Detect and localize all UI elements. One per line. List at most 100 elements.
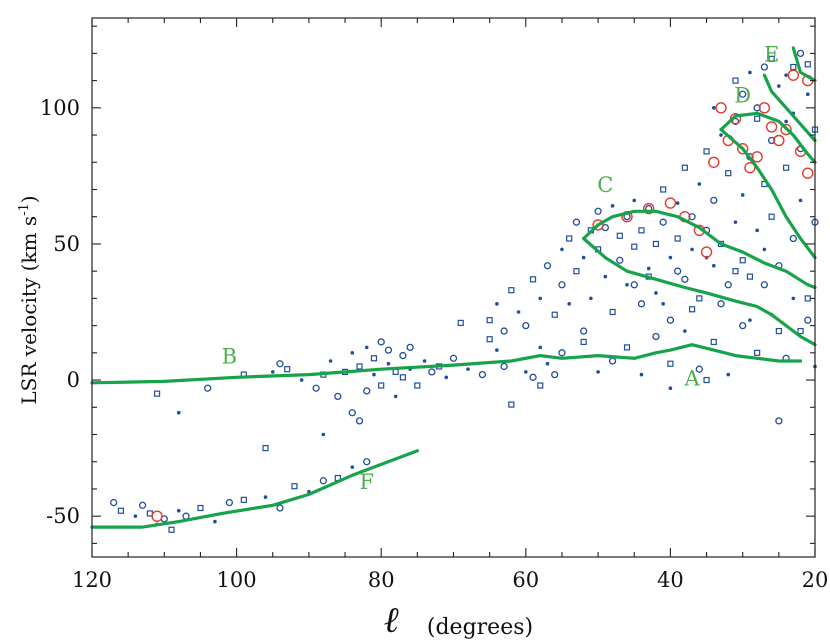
scatter-point-blue (754, 115, 761, 122)
scatter-point-blue (363, 458, 371, 466)
curve-a (632, 343, 803, 363)
scatter-point-red (151, 510, 163, 522)
scatter-point-blue (444, 375, 449, 380)
scatter-point-blue (688, 213, 696, 221)
scatter-point-blue (263, 495, 268, 499)
scatter-point-blue (675, 201, 680, 205)
y-tick-label: -50 (46, 504, 80, 528)
scatter-point-blue (775, 327, 782, 335)
scatter-point-blue (522, 321, 530, 330)
scatter-point-blue (378, 382, 385, 389)
y-axis-title: LSR velocity (km s-1) (17, 195, 41, 404)
scatter-point-blue (321, 432, 326, 437)
scatter-point-blue (422, 359, 427, 363)
scatter-point-blue (748, 318, 752, 322)
scatter-point-blue (270, 370, 275, 374)
scatter-point-blue (213, 519, 217, 524)
scatter-point-blue (138, 501, 147, 509)
curve-f (90, 449, 419, 529)
scatter-point-blue (610, 204, 615, 208)
scatter-point-blue (579, 327, 588, 335)
scatter-point-red (664, 197, 677, 209)
scatter-point-blue (767, 136, 776, 145)
scatter-point-blue (784, 73, 788, 77)
scatter-point-blue (566, 235, 573, 242)
scatter-point-red (758, 102, 771, 114)
curve-b (90, 354, 636, 385)
scatter-point-blue (762, 247, 767, 252)
scatter-point-blue (594, 207, 602, 215)
x-tick-label: 80 (368, 568, 395, 592)
x-tick-label: 40 (657, 568, 684, 592)
scatter-point-blue (197, 504, 204, 512)
scatter-point-blue (428, 368, 436, 376)
scatter-point-blue (558, 281, 566, 289)
scatter-point-blue (355, 417, 364, 425)
curve-e-top (791, 46, 817, 83)
scatter-point-blue (760, 281, 769, 289)
scatter-point-blue (384, 346, 393, 354)
scatter-point-blue (529, 276, 537, 283)
scatter-point-blue (681, 164, 688, 171)
curve-c-lower (582, 236, 817, 347)
scatter-point-blue (495, 348, 499, 352)
scatter-point-blue (625, 282, 629, 287)
scatter-point-blue (356, 363, 363, 370)
scatter-point-red (744, 162, 756, 174)
scatter-point-blue (176, 508, 181, 513)
y-tick-label: 100 (40, 96, 80, 120)
scatter-point-blue (668, 255, 673, 260)
scatter-point-blue (133, 514, 138, 518)
scatter-point-blue (696, 295, 703, 302)
scatter-point-blue (495, 302, 499, 306)
scatter-point-blue (370, 355, 378, 362)
scatter-point-blue (225, 498, 234, 507)
scatter-point-blue (414, 382, 421, 389)
scatter-point-blue (638, 227, 645, 234)
scatter-point-blue (697, 182, 702, 186)
scatter-point-blue (739, 257, 746, 264)
scatter-point-blue (486, 336, 493, 343)
scatter-point-blue (804, 61, 811, 68)
scatter-point-red (700, 246, 713, 258)
scatter-point-blue (732, 77, 739, 84)
scatter-point-blue (661, 302, 665, 306)
scatter-point-blue (681, 275, 689, 283)
scatter-point-blue (637, 300, 646, 308)
scatter-point-blue (363, 387, 371, 395)
scatter-point-blue (392, 368, 399, 375)
scatter-point-blue (204, 384, 212, 392)
scatter-point-blue (790, 63, 797, 71)
scatter-point-blue (777, 84, 781, 88)
scatter-point-blue (754, 349, 761, 356)
plot-frame (91, 17, 816, 558)
scatter-point-blue (632, 198, 637, 203)
scatter-point-blue (276, 360, 284, 368)
scatter-point-blue (805, 92, 810, 97)
scatter-point-blue (710, 338, 717, 346)
scatter-point-red (715, 102, 727, 114)
scatter-point-blue (760, 63, 769, 71)
scatter-point-blue (798, 198, 803, 203)
scatter-point-blue (725, 170, 732, 177)
scatter-point-blue (703, 376, 710, 384)
curve-label-a: A (684, 367, 701, 391)
scatter-points (110, 49, 819, 533)
scatter-point-blue (746, 273, 754, 280)
scatter-point-blue (516, 310, 521, 314)
scatter-point-blue (508, 287, 515, 294)
scatter-point-blue (654, 291, 658, 295)
scatter-point-blue (732, 268, 739, 275)
scatter-point-blue (652, 240, 660, 248)
scatter-point-blue (724, 281, 732, 289)
scatter-point-blue (659, 218, 667, 226)
scatter-point-blue (572, 218, 581, 226)
scatter-point-blue (466, 367, 470, 371)
scatter-point-blue (623, 344, 631, 351)
scatter-point-blue (711, 106, 716, 110)
scatter-point-blue (695, 365, 703, 373)
x-tick-label: 100 (217, 568, 257, 592)
scatter-point-blue (312, 384, 320, 392)
scatter-point-blue (372, 372, 376, 377)
scatter-point-blue (703, 148, 710, 155)
